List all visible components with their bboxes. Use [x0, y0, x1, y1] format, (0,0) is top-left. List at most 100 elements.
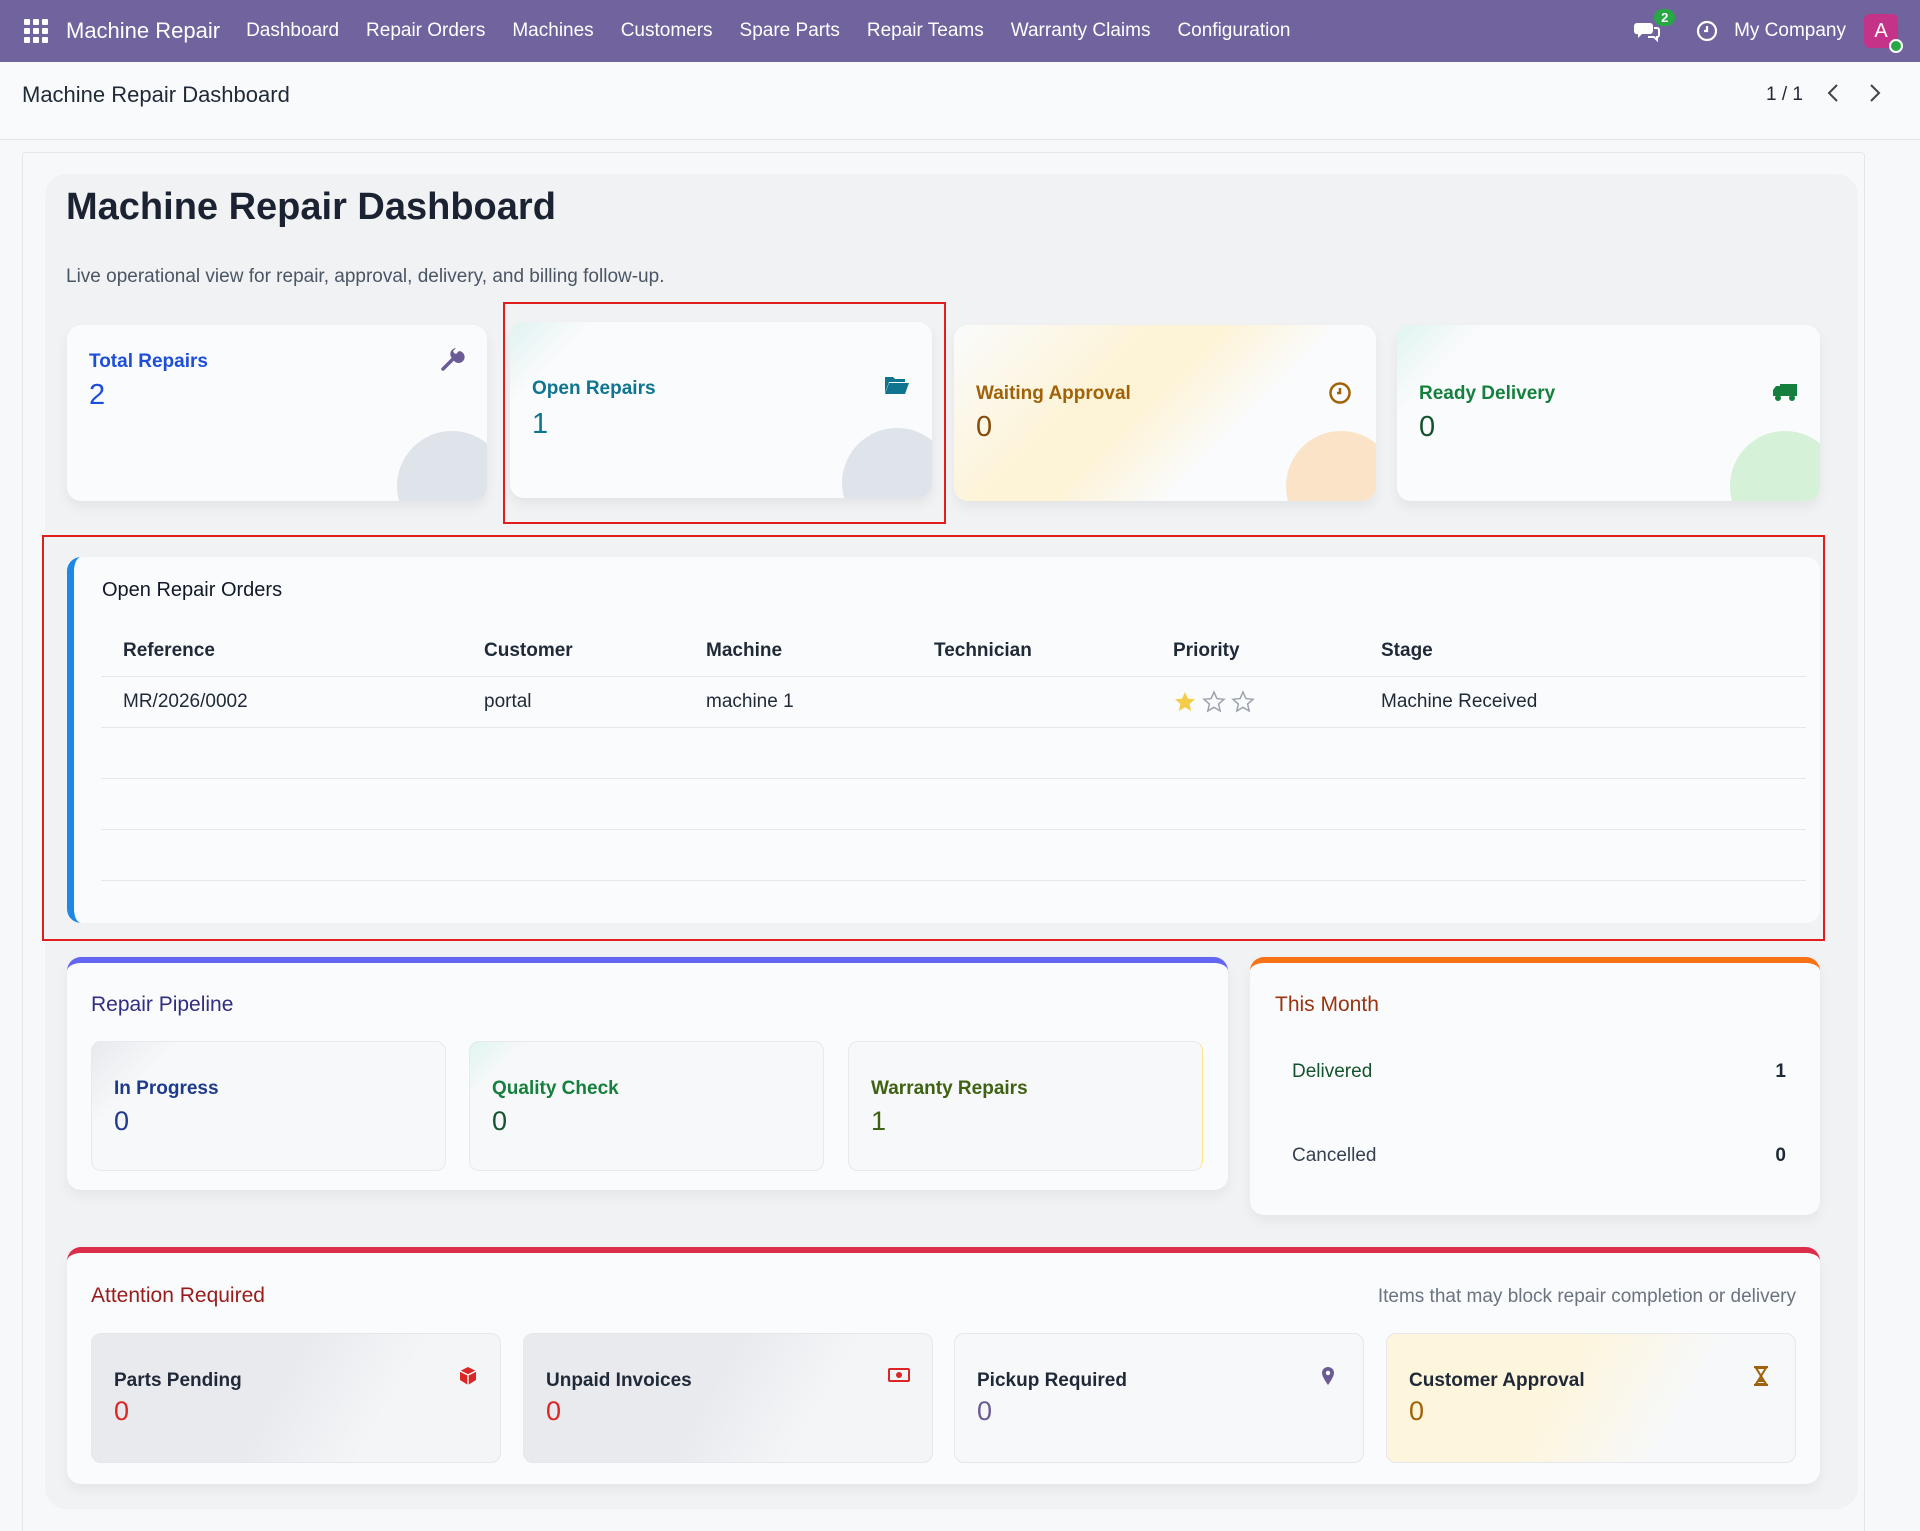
kpi-value: 0: [976, 411, 993, 443]
row-value: 0: [1775, 1145, 1786, 1166]
box-icon: [458, 1366, 478, 1386]
avatar-letter: A: [1874, 19, 1888, 42]
panel-title: Repair Pipeline: [91, 993, 234, 1016]
panel-title: Attention Required: [91, 1284, 265, 1307]
table-row[interactable]: MR/2026/0002 portal machine 1 Machine Re…: [101, 677, 1806, 728]
card-value: 0: [977, 1396, 993, 1426]
decor-bubble: [397, 431, 487, 501]
card-value: 0: [492, 1106, 508, 1136]
kpi-value: 2: [89, 379, 106, 411]
highlight-open-repair-orders: [42, 535, 1825, 941]
cell-machine: machine 1: [706, 691, 794, 712]
cell-stage: Machine Received: [1381, 691, 1538, 712]
column-header-customer[interactable]: Customer: [484, 639, 573, 661]
card-value: 1: [871, 1106, 887, 1136]
row-value: 1: [1775, 1061, 1786, 1082]
kpi-open-repairs[interactable]: Open Repairs 1: [510, 322, 932, 498]
row-label: Cancelled: [1292, 1145, 1377, 1166]
chat-icon[interactable]: 2: [1634, 9, 1676, 43]
card-value: 0: [546, 1396, 562, 1426]
breadcrumb: Machine Repair Dashboard: [22, 82, 290, 107]
priority-stars[interactable]: [1173, 677, 1260, 727]
kpi-label: Open Repairs: [532, 378, 656, 399]
card-label: In Progress: [114, 1078, 219, 1099]
column-header-priority[interactable]: Priority: [1173, 639, 1240, 661]
table-header-row: Reference Customer Machine Technician Pr…: [101, 625, 1806, 677]
kpi-label: Total Repairs: [89, 351, 208, 372]
truck-icon: [1772, 381, 1798, 407]
activity-clock-icon[interactable]: [1696, 20, 1718, 42]
nav-dashboard[interactable]: Dashboard: [246, 20, 340, 41]
attention-card-customer-approval[interactable]: Customer Approval 0: [1386, 1333, 1796, 1463]
kpi-value: 0: [1419, 411, 1436, 443]
kpi-total-repairs[interactable]: Total Repairs 2: [67, 325, 487, 501]
panel-note: Items that may block repair completion o…: [1377, 1286, 1796, 1307]
chevron-right-icon: [1870, 84, 1881, 102]
kpi-ready-delivery[interactable]: Ready Delivery 0: [1397, 325, 1820, 501]
card-value: 0: [114, 1106, 130, 1136]
kpi-label: Ready Delivery: [1419, 383, 1556, 404]
attention-card-pickup-required[interactable]: Pickup Required 0: [954, 1333, 1364, 1463]
control-panel: Machine Repair Dashboard 1 / 1: [0, 62, 1920, 140]
user-avatar[interactable]: A: [1864, 14, 1903, 53]
pipeline-card-in-progress[interactable]: In Progress 0: [91, 1041, 446, 1171]
column-header-reference[interactable]: Reference: [123, 639, 215, 661]
kpi-label: Waiting Approval: [976, 383, 1131, 404]
column-header-machine[interactable]: Machine: [706, 639, 783, 661]
card-label: Warranty Repairs: [871, 1078, 1028, 1099]
pager-next-button[interactable]: [1868, 82, 1882, 107]
open-repair-orders-panel: Open Repair Orders Reference Customer Ma…: [67, 557, 1820, 923]
card-value: 0: [1409, 1396, 1425, 1426]
panel-title: This Month: [1275, 993, 1379, 1016]
card-label: Customer Approval: [1409, 1370, 1585, 1391]
attention-card-parts-pending[interactable]: Parts Pending 0: [91, 1333, 501, 1463]
pipeline-card-quality-check[interactable]: Quality Check 0: [469, 1041, 824, 1171]
star-filled-icon[interactable]: [1173, 690, 1197, 714]
empty-table-row: [101, 830, 1806, 881]
chat-count-badge: 2: [1654, 9, 1676, 26]
card-label: Unpaid Invoices: [546, 1370, 692, 1391]
page-title: Machine Repair Dashboard: [66, 186, 556, 228]
row-label: Delivered: [1292, 1061, 1373, 1082]
card-label: Parts Pending: [114, 1370, 242, 1391]
cell-reference: MR/2026/0002: [123, 691, 248, 712]
pipeline-card-warranty-repairs[interactable]: Warranty Repairs 1: [848, 1041, 1203, 1171]
star-empty-icon[interactable]: [1231, 690, 1255, 714]
column-header-stage[interactable]: Stage: [1381, 639, 1433, 661]
card-label: Quality Check: [492, 1078, 619, 1099]
app-brand[interactable]: Machine Repair: [66, 18, 221, 43]
column-header-technician[interactable]: Technician: [934, 639, 1032, 661]
company-switcher[interactable]: My Company: [1734, 20, 1846, 41]
top-navbar: Machine Repair Dashboard Repair Orders M…: [0, 0, 1920, 62]
page-subtitle: Live operational view for repair, approv…: [66, 266, 665, 287]
pager-value[interactable]: 1 / 1: [1766, 84, 1803, 105]
cell-customer: portal: [484, 691, 532, 712]
card-label: Pickup Required: [977, 1370, 1127, 1391]
month-row-delivered: Delivered 1: [1292, 1061, 1786, 1083]
nav-configuration[interactable]: Configuration: [1177, 20, 1291, 41]
nav-machines[interactable]: Machines: [512, 20, 594, 41]
apps-grid-icon[interactable]: [24, 19, 48, 43]
chevron-left-icon: [1827, 84, 1838, 102]
wrench-icon: [439, 347, 465, 373]
kpi-waiting-approval[interactable]: Waiting Approval 0: [954, 325, 1376, 501]
map-pin-icon: [1321, 1366, 1341, 1386]
online-status-dot: [1889, 39, 1903, 53]
attention-card-unpaid-invoices[interactable]: Unpaid Invoices 0: [523, 1333, 933, 1463]
orders-table: Reference Customer Machine Technician Pr…: [101, 625, 1806, 881]
card-value: 0: [114, 1396, 130, 1426]
attention-required-panel: Attention Required Items that may block …: [67, 1247, 1820, 1484]
repair-pipeline-panel: Repair Pipeline In Progress 0 Quality Ch…: [67, 957, 1228, 1190]
star-empty-icon[interactable]: [1202, 690, 1226, 714]
nav-spare-parts[interactable]: Spare Parts: [739, 20, 840, 41]
nav-repair-teams[interactable]: Repair Teams: [866, 20, 984, 41]
nav-warranty-claims[interactable]: Warranty Claims: [1010, 20, 1151, 41]
panel-title: Open Repair Orders: [102, 579, 283, 601]
nav-customers[interactable]: Customers: [620, 20, 713, 41]
nav-repair-orders[interactable]: Repair Orders: [366, 20, 486, 41]
empty-table-row: [101, 728, 1806, 779]
pager-previous-button[interactable]: [1826, 82, 1840, 107]
this-month-panel: This Month Delivered 1 Cancelled 0: [1250, 957, 1820, 1215]
money-icon: [888, 1366, 910, 1386]
highlight-open-repairs: [503, 302, 946, 524]
